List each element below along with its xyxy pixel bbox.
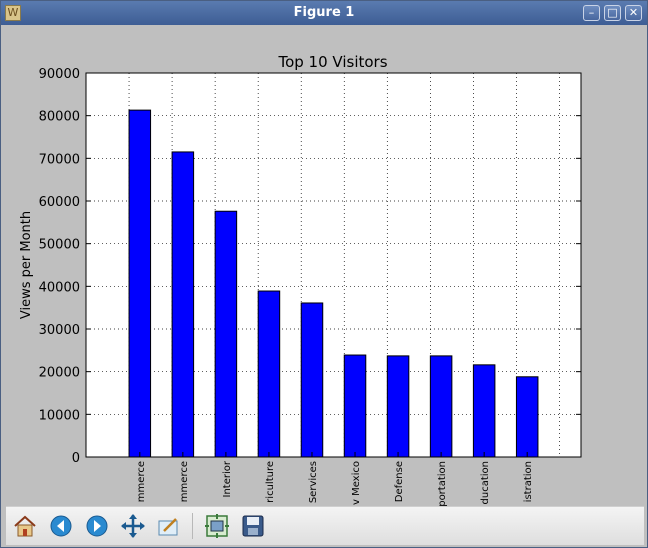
pan-icon[interactable] xyxy=(120,513,146,539)
zoom-icon[interactable] xyxy=(156,513,182,539)
bar xyxy=(515,376,539,458)
x-tick-label: Interior xyxy=(222,460,233,497)
close-icon[interactable]: ✕ xyxy=(625,5,642,21)
x-tick-label: riculture xyxy=(265,461,276,503)
x-tick-label: istration xyxy=(523,461,534,502)
x-tick-label: mmerce xyxy=(179,461,190,502)
x-tick-label: mmerce xyxy=(136,461,147,502)
y-tick-label: 30000 xyxy=(39,323,80,338)
y-axis-label: Views per Month xyxy=(19,211,34,319)
bar xyxy=(300,302,324,458)
figure-canvas: 0 10000 20000 30000 40000 50000 60000 70000 8000… xyxy=(6,26,644,506)
subplots-icon[interactable] xyxy=(204,513,230,539)
y-tick-label: 50000 xyxy=(39,238,80,253)
forward-arrow-icon[interactable] xyxy=(84,513,110,539)
app-icon: W xyxy=(5,5,21,21)
bar xyxy=(171,151,195,458)
bar xyxy=(214,210,238,458)
y-tick-label: 20000 xyxy=(39,366,80,381)
home-icon[interactable] xyxy=(12,513,38,539)
plot-area xyxy=(86,73,581,457)
x-tick-label: portation xyxy=(437,461,448,506)
navigation-toolbar xyxy=(6,506,644,545)
plot-frame xyxy=(85,72,582,458)
x-tick-label: v Mexico xyxy=(351,461,362,505)
y-tick-label: 10000 xyxy=(39,408,80,423)
x-tick-label: Services xyxy=(308,461,319,503)
x-tick-label: Defense xyxy=(394,461,405,502)
bar-chart: 0 10000 20000 30000 40000 50000 60000 70000 8000… xyxy=(19,53,582,506)
bar xyxy=(472,364,496,458)
bar xyxy=(429,355,453,458)
toolbar-separator xyxy=(192,513,193,539)
chart-title: Top 10 Visitors xyxy=(277,53,387,71)
y-tick-label: 60000 xyxy=(39,195,80,210)
bar xyxy=(343,354,367,458)
save-icon[interactable] xyxy=(240,513,266,539)
x-tick-label: ducation xyxy=(480,461,491,504)
y-tick-label: 70000 xyxy=(39,152,80,167)
y-tick-label: 0 xyxy=(72,451,80,466)
y-tick-label: 80000 xyxy=(39,110,80,125)
y-tick-label: 40000 xyxy=(39,280,80,295)
minimize-icon[interactable]: – xyxy=(583,5,600,21)
bar xyxy=(128,109,152,458)
bar xyxy=(386,355,410,458)
window-title: Figure 1 xyxy=(293,5,355,20)
bar xyxy=(257,290,281,458)
y-tick-label: 90000 xyxy=(39,67,80,82)
title-bar[interactable]: W Figure 1 – □ ✕ xyxy=(1,1,647,25)
back-arrow-icon[interactable] xyxy=(48,513,74,539)
maximize-icon[interactable]: □ xyxy=(604,5,621,21)
